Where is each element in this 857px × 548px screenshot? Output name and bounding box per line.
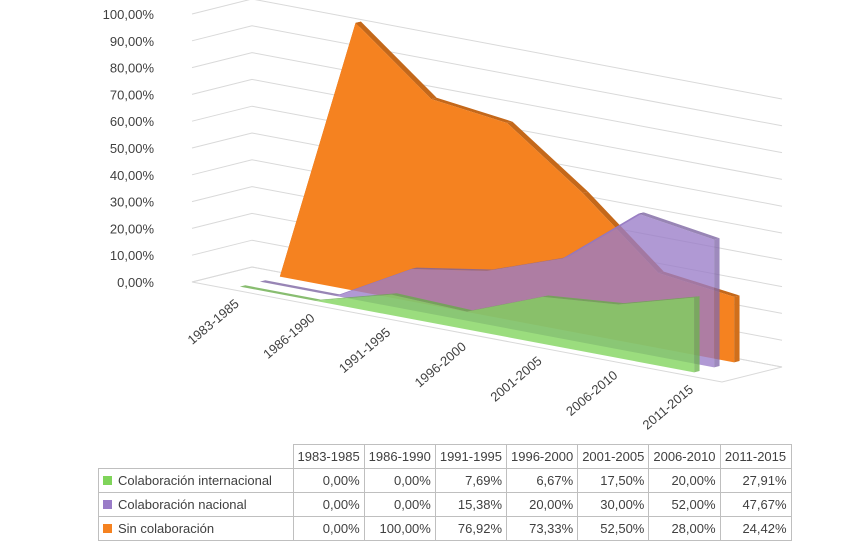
chart-data-table: 1983-1985 1986-1990 1991-1995 1996-2000 2001… [98, 444, 792, 541]
table-cell: 47,67% [719, 492, 792, 517]
area-top-segment [239, 285, 321, 301]
x-tick-label: 2001-2005 [487, 353, 544, 404]
area-end-cap [694, 296, 700, 373]
x-tick-label: 1986-1990 [260, 310, 317, 361]
floor-outline [191, 266, 783, 383]
legend-entry: Colaboración internacional [98, 468, 294, 493]
table-row: Colaboración nacional 0,00% 0,00% 15,38% 20,… [98, 492, 792, 517]
gridline [191, 132, 783, 234]
chart-series [239, 21, 740, 373]
table-header-cell: 1996-2000 [506, 444, 579, 469]
area-top-segment [391, 293, 473, 312]
table-cell: 20,00% [648, 468, 721, 493]
table-cell: 0,00% [292, 516, 365, 541]
legend-label: Colaboración internacional [118, 473, 272, 488]
area-top-segment [467, 295, 549, 312]
table-cell: 27,91% [719, 468, 792, 493]
table-corner [99, 445, 294, 469]
table-header-cell: 1983-1985 [292, 444, 365, 469]
table-cell: 6,67% [506, 468, 579, 493]
table-cell: 30,00% [577, 492, 650, 517]
y-tick-label: 100,00% [103, 7, 155, 22]
gridline [191, 105, 783, 207]
table-cell: 0,00% [363, 468, 436, 493]
table-header-cell: 1991-1995 [434, 444, 508, 469]
table-header-row: 1983-1985 1986-1990 1991-1995 1996-2000 2001… [99, 444, 792, 469]
table-header-cell: 2011-2015 [719, 444, 792, 469]
table-cell: 52,00% [648, 492, 721, 517]
x-tick-label: 1991-1995 [336, 325, 393, 376]
area-top-segment [411, 267, 493, 271]
y-tick-label: 50,00% [110, 141, 155, 156]
area-top-segment [259, 280, 341, 296]
table-cell: 15,38% [434, 492, 508, 517]
y-tick-label: 90,00% [110, 34, 155, 49]
table-cell: 17,50% [577, 468, 650, 493]
series-area [239, 285, 700, 373]
y-tick-label: 30,00% [110, 195, 155, 210]
area-top-segment [618, 296, 700, 305]
chart-grid [191, 0, 783, 368]
area-top-segment [355, 21, 437, 100]
chart-floor [191, 266, 783, 383]
table-cell: 24,42% [719, 516, 792, 541]
table-header-cell: 2006-2010 [648, 444, 721, 469]
table-cell: 76,92% [434, 516, 508, 541]
legend-swatch [103, 500, 112, 509]
y-axis-ticks: 0,00% 10,00% 20,00% 30,00% 40,00% 50,00% 60,00… [103, 7, 155, 290]
y-tick-label: 10,00% [110, 248, 155, 263]
area-front-face [239, 286, 695, 373]
legend-label: Colaboración nacional [118, 497, 247, 512]
area-top-segment [431, 97, 513, 123]
legend-label: Sin colaboración [118, 521, 215, 536]
gridline [191, 52, 783, 154]
area-top-segment [507, 121, 589, 194]
table-row: Sin colaboración 0,00% 100,00% 76,92% 73,33%… [98, 516, 792, 541]
y-tick-label: 20,00% [110, 221, 155, 236]
table-body: Colaboración internacional 0,00% 0,00% 7,69… [98, 468, 792, 541]
x-tick-label: 1996-2000 [412, 339, 469, 390]
y-tick-label: 80,00% [110, 61, 155, 76]
legend-swatch [103, 524, 112, 533]
x-tick-label: 2006-2010 [563, 367, 620, 418]
y-tick-label: 0,00% [117, 275, 154, 290]
table-header-cell: 1986-1990 [363, 444, 436, 469]
table-cell: 100,00% [363, 516, 436, 541]
y-tick-label: 70,00% [110, 87, 155, 102]
table-row: Colaboración internacional 0,00% 0,00% 7,69… [98, 468, 792, 493]
area-top-segment [542, 295, 624, 305]
table-cell: 0,00% [363, 492, 436, 517]
area-top-segment [315, 293, 397, 301]
table-cell: 20,00% [506, 492, 579, 517]
x-tick-label: 1983-1985 [185, 296, 242, 347]
legend-entry: Sin colaboración [98, 516, 294, 541]
area-top-segment [487, 257, 569, 271]
table-cell: 0,00% [292, 492, 365, 517]
table-header-cell: 2001-2005 [577, 444, 650, 469]
area-end-cap [734, 295, 740, 363]
table-cell: 7,69% [434, 468, 508, 493]
gridline [191, 25, 783, 127]
area-chart-3d: 0,00% 10,00% 20,00% 30,00% 40,00% 50,00% 60,00… [103, 0, 783, 433]
area-top-segment [638, 212, 720, 240]
legend-entry: Colaboración nacional [98, 492, 294, 517]
gridline [191, 0, 783, 100]
y-tick-label: 40,00% [110, 168, 155, 183]
legend-swatch [103, 476, 112, 485]
x-tick-label: 2011-2015 [640, 382, 697, 433]
table-cell: 28,00% [648, 516, 721, 541]
table-cell: 0,00% [292, 468, 365, 493]
table-cell: 73,33% [506, 516, 579, 541]
area-end-cap [714, 238, 720, 368]
gridline [191, 78, 783, 180]
table-cell: 52,50% [577, 516, 650, 541]
y-tick-label: 60,00% [110, 114, 155, 129]
